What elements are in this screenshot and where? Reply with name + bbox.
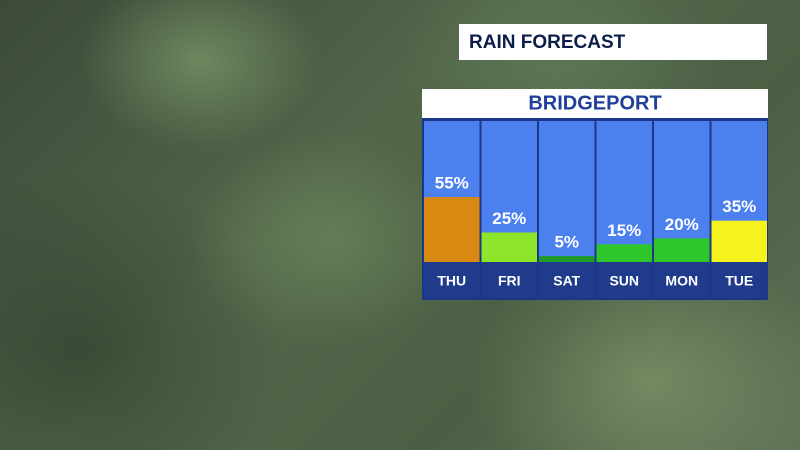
x-tick-label: TUE bbox=[725, 273, 753, 289]
x-tick-label: THU bbox=[437, 273, 466, 289]
bar bbox=[424, 197, 480, 262]
bar bbox=[539, 256, 595, 262]
bar bbox=[711, 220, 767, 262]
value-label: 55% bbox=[435, 174, 469, 193]
value-label: 25% bbox=[492, 209, 526, 228]
day-band bbox=[539, 262, 595, 298]
bar bbox=[596, 244, 652, 262]
title-box bbox=[422, 89, 768, 118]
day-band bbox=[424, 262, 480, 298]
x-tick-label: SAT bbox=[553, 273, 580, 289]
banner: RAIN FORECAST bbox=[469, 32, 626, 53]
value-label: 5% bbox=[554, 233, 579, 252]
x-tick-label: FRI bbox=[498, 273, 521, 289]
day-band bbox=[596, 262, 652, 298]
column-bg bbox=[539, 121, 595, 262]
banner-box bbox=[459, 24, 767, 60]
day-band bbox=[654, 262, 710, 298]
chart-frame bbox=[422, 89, 768, 300]
x-tick-label: MON bbox=[665, 273, 698, 289]
x-tick-label: SUN bbox=[609, 273, 639, 289]
value-label: 15% bbox=[607, 221, 641, 240]
bar bbox=[481, 232, 537, 262]
bar bbox=[654, 238, 710, 262]
day-band bbox=[711, 262, 767, 298]
value-label: 20% bbox=[665, 215, 699, 234]
day-band bbox=[481, 262, 537, 298]
column-bg bbox=[596, 121, 652, 262]
value-label: 35% bbox=[722, 197, 756, 216]
chart-title: BRIDGEPORT bbox=[528, 92, 661, 114]
